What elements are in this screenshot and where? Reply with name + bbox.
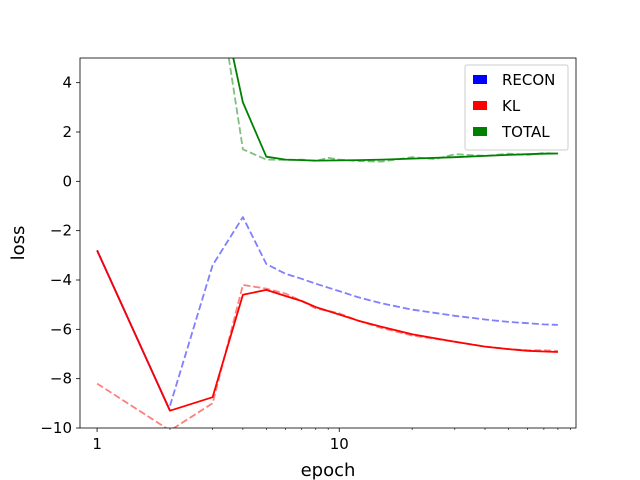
series-layer (96, 58, 558, 428)
legend-swatch-kl (473, 101, 487, 110)
series-line-recon-dashed (169, 216, 558, 407)
legend-swatch-total (473, 127, 487, 136)
y-tick-label: −6 (50, 320, 72, 338)
x-axis-label: epoch (301, 460, 356, 480)
y-tick-label: −2 (50, 222, 72, 240)
series-line-kl-dashed (96, 283, 558, 428)
y-tick-label: −10 (40, 419, 72, 437)
legend-label-kl: KL (502, 97, 521, 115)
y-axis-label: loss (8, 226, 29, 261)
y-tick-label: −4 (50, 271, 72, 289)
series-line-total-dashed (227, 58, 558, 163)
y-tick-label: 2 (62, 123, 72, 141)
legend-label-total: TOTAL (501, 123, 550, 141)
legend-swatch-recon (473, 75, 487, 84)
legend-frame (464, 64, 569, 151)
legend-label-recon: RECON (502, 71, 555, 89)
axis-ticks: −10 −8 −6 −4 −2 0 2 4 1 10 (40, 74, 571, 453)
y-tick-label: 0 (62, 172, 72, 190)
y-tick-label: −8 (50, 370, 72, 388)
legend: RECON KL TOTAL (464, 64, 569, 151)
y-tick-label: 4 (62, 74, 72, 92)
x-tick-label: 1 (92, 435, 102, 453)
x-tick-label: 10 (330, 435, 349, 453)
plot-frame (79, 57, 577, 429)
